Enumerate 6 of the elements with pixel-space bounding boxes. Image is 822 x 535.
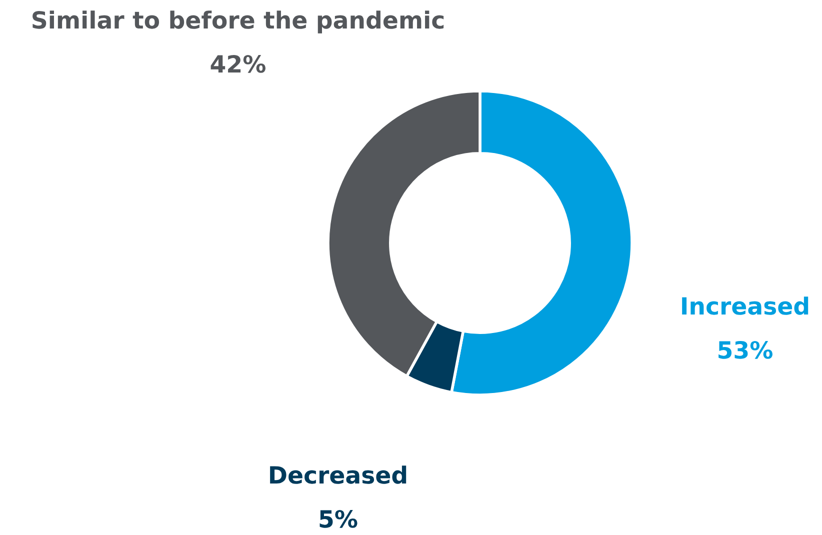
data-label: 42% — [210, 54, 266, 73]
slice-label: Increased — [682, 296, 808, 315]
data-label: 53% — [718, 340, 773, 359]
data-label: 5% — [320, 510, 358, 528]
slice-label: Similar to before the pandemic — [32, 10, 444, 34]
slice-label: Decreased — [270, 466, 406, 484]
